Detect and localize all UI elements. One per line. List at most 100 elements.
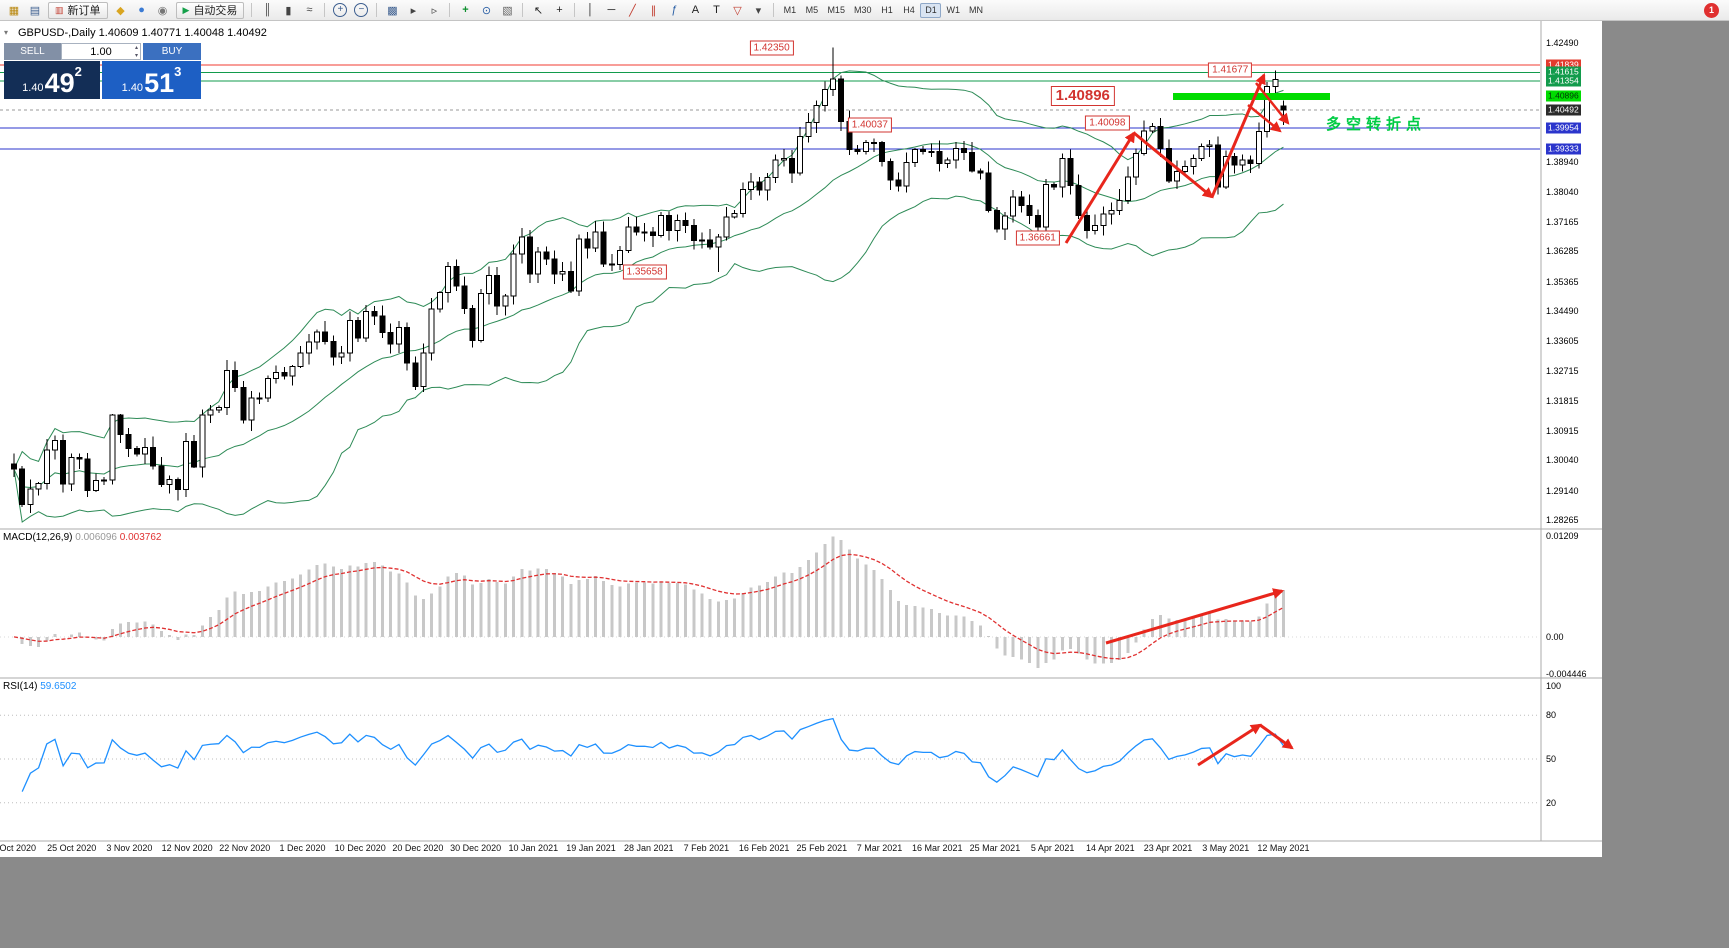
sell-price-pips: 49 xyxy=(44,68,75,98)
horizontal-lines[interactable] xyxy=(0,64,1540,150)
price-axis-label: 1.38040 xyxy=(1546,187,1579,198)
timeframe-h1[interactable]: H1 xyxy=(881,5,893,15)
volume-down-icon[interactable]: ▾ xyxy=(134,53,138,59)
zoom-out-icon[interactable]: − xyxy=(354,3,369,17)
auto-scroll-icon[interactable]: ▸ xyxy=(410,4,417,17)
price-axis-label: 1.30040 xyxy=(1546,455,1579,466)
timeframe-w1[interactable]: W1 xyxy=(946,5,960,15)
trend-arrow xyxy=(1247,104,1282,133)
rsi-line xyxy=(21,717,1284,792)
vertical-line-icon[interactable]: │ xyxy=(587,4,594,16)
calendar-icon[interactable]: ◉ xyxy=(157,4,168,17)
price-axis-label: 1.32715 xyxy=(1546,365,1579,376)
chart-shift-icon[interactable]: ▹ xyxy=(431,4,438,17)
buy-price-pips: 51 xyxy=(144,68,175,98)
price-axis-badge: 1.40492 xyxy=(1546,104,1581,116)
price-label-flag[interactable]: 1.40037 xyxy=(847,117,892,133)
trend-arrow xyxy=(1105,588,1285,645)
cursor-icon[interactable]: ↖ xyxy=(533,4,544,17)
date-axis-label: 3 Nov 2020 xyxy=(106,843,153,853)
objects-dropdown-icon[interactable]: ▾ xyxy=(755,4,762,17)
timeframe-m30[interactable]: M30 xyxy=(853,5,872,15)
price-label-flag[interactable]: 1.41677 xyxy=(1208,62,1253,78)
date-axis-label: 19 Jan 2021 xyxy=(566,843,616,853)
text-label-icon[interactable]: T xyxy=(713,4,720,16)
sell-button[interactable]: SELL xyxy=(4,43,61,60)
timeframe-d1[interactable]: D1 xyxy=(920,2,942,18)
trend-arrow xyxy=(1197,723,1262,767)
date-axis-label: 12 Nov 2020 xyxy=(161,843,213,853)
price-label-flag[interactable]: 1.35658 xyxy=(622,264,667,280)
price-axis-badge: 1.39333 xyxy=(1546,143,1581,155)
timeframe-m1[interactable]: M1 xyxy=(783,5,797,15)
new-chart-icon[interactable]: ▦ xyxy=(8,4,20,17)
price-label-flag[interactable]: 1.42350 xyxy=(749,40,794,56)
rsi-axis-label: 50 xyxy=(1546,754,1557,764)
tile-windows-icon[interactable]: ▩ xyxy=(387,4,398,17)
price-axis-label: 1.28265 xyxy=(1546,515,1579,525)
chart-plot[interactable] xyxy=(0,21,1602,857)
date-axis-label: 30 Dec 2020 xyxy=(450,843,502,853)
zoom-in-icon[interactable]: + xyxy=(333,3,348,17)
sell-price-button[interactable]: 1.40 49 2 xyxy=(4,61,100,99)
notification-badge[interactable]: 1 xyxy=(1704,2,1719,18)
templates-icon[interactable]: ▧ xyxy=(502,4,513,17)
price-label-flag[interactable]: 1.40896 xyxy=(1050,86,1115,107)
timeframe-h4[interactable]: H4 xyxy=(903,5,915,15)
arrows-objects-icon[interactable]: ▽ xyxy=(733,4,742,17)
toolbar-separator xyxy=(522,3,524,17)
new-order-button[interactable]: ▥ 新订单 xyxy=(48,1,108,19)
price-axis-badge: 1.39954 xyxy=(1546,122,1581,134)
indicators-icon[interactable]: + xyxy=(462,4,469,16)
candlestick-series xyxy=(11,47,1287,513)
date-axis-label: 25 Oct 2020 xyxy=(47,843,97,853)
time-axis[interactable] xyxy=(0,841,1540,857)
date-axis-label: 10 Jan 2021 xyxy=(508,843,559,853)
bar-chart-type-icon[interactable]: ║ xyxy=(263,4,272,16)
price-axis-label: 1.29140 xyxy=(1546,485,1579,496)
date-axis-label: 20 Dec 2020 xyxy=(392,843,444,853)
buy-price-button[interactable]: 1.40 51 3 xyxy=(102,61,201,99)
volume-up-icon[interactable]: ▴ xyxy=(134,45,138,51)
rsi-panel xyxy=(0,714,1540,804)
price-label-flag[interactable]: 1.40098 xyxy=(1085,115,1130,131)
green-level-band[interactable] xyxy=(1173,92,1330,100)
price-axis-label: 1.34490 xyxy=(1546,306,1579,317)
date-axis-label: 1 Dec 2020 xyxy=(279,843,326,853)
fibonacci-icon[interactable]: ƒ xyxy=(671,4,678,16)
one-click-toggle-icon[interactable]: ▾ xyxy=(4,28,9,37)
channel-icon[interactable]: ∥ xyxy=(650,4,657,17)
date-axis-label: 16 Feb 2021 xyxy=(738,843,790,853)
date-axis-label: 28 Jan 2021 xyxy=(623,843,674,853)
text-icon[interactable]: A xyxy=(691,4,700,16)
candlestick-type-icon[interactable]: ▮ xyxy=(285,4,292,17)
volume-input[interactable]: 1.00 ▴ ▾ xyxy=(61,43,141,60)
price-axis-label: 1.30915 xyxy=(1546,426,1579,437)
horizontal-line-icon[interactable]: ─ xyxy=(607,4,616,16)
price-axis-label: 1.38940 xyxy=(1546,157,1579,168)
price-label-flag[interactable]: 1.36661 xyxy=(1015,230,1060,246)
crosshair-icon[interactable]: + xyxy=(556,4,563,16)
trend-arrows[interactable] xyxy=(1064,72,1294,767)
trendline-icon[interactable]: ╱ xyxy=(629,4,636,17)
periods-icon[interactable]: ⊙ xyxy=(481,4,492,17)
alerts-icon[interactable]: ◆ xyxy=(116,4,125,17)
bollinger-lower xyxy=(13,195,1284,523)
new-order-button-icon: ▥ xyxy=(55,4,64,15)
timeframe-mn[interactable]: MN xyxy=(968,5,983,15)
line-chart-type-icon[interactable]: ≈ xyxy=(306,4,313,16)
timeframe-m15[interactable]: M15 xyxy=(827,5,845,15)
buy-price-major: 1.40 xyxy=(121,82,144,94)
price-axis-badge: 1.41839 xyxy=(1546,59,1581,71)
window-layout-icon[interactable]: ▤ xyxy=(29,4,41,17)
trend-arrow xyxy=(1133,131,1214,199)
autotrading-button[interactable]: ▶ 自动交易 xyxy=(175,1,245,19)
date-axis-label: 10 Dec 2020 xyxy=(334,843,386,853)
drawn-objects[interactable] xyxy=(1173,92,1330,100)
price-axis-badge: 1.41615 xyxy=(1546,66,1581,78)
price-axis-label: 1.36285 xyxy=(1546,246,1579,257)
buy-button[interactable]: BUY xyxy=(143,43,201,60)
community-icon[interactable]: ● xyxy=(138,4,145,16)
symbol-ohlc-label: GBPUSD-,Daily 1.40609 1.40771 1.40048 1.… xyxy=(18,27,267,39)
timeframe-m5[interactable]: M5 xyxy=(805,5,819,15)
